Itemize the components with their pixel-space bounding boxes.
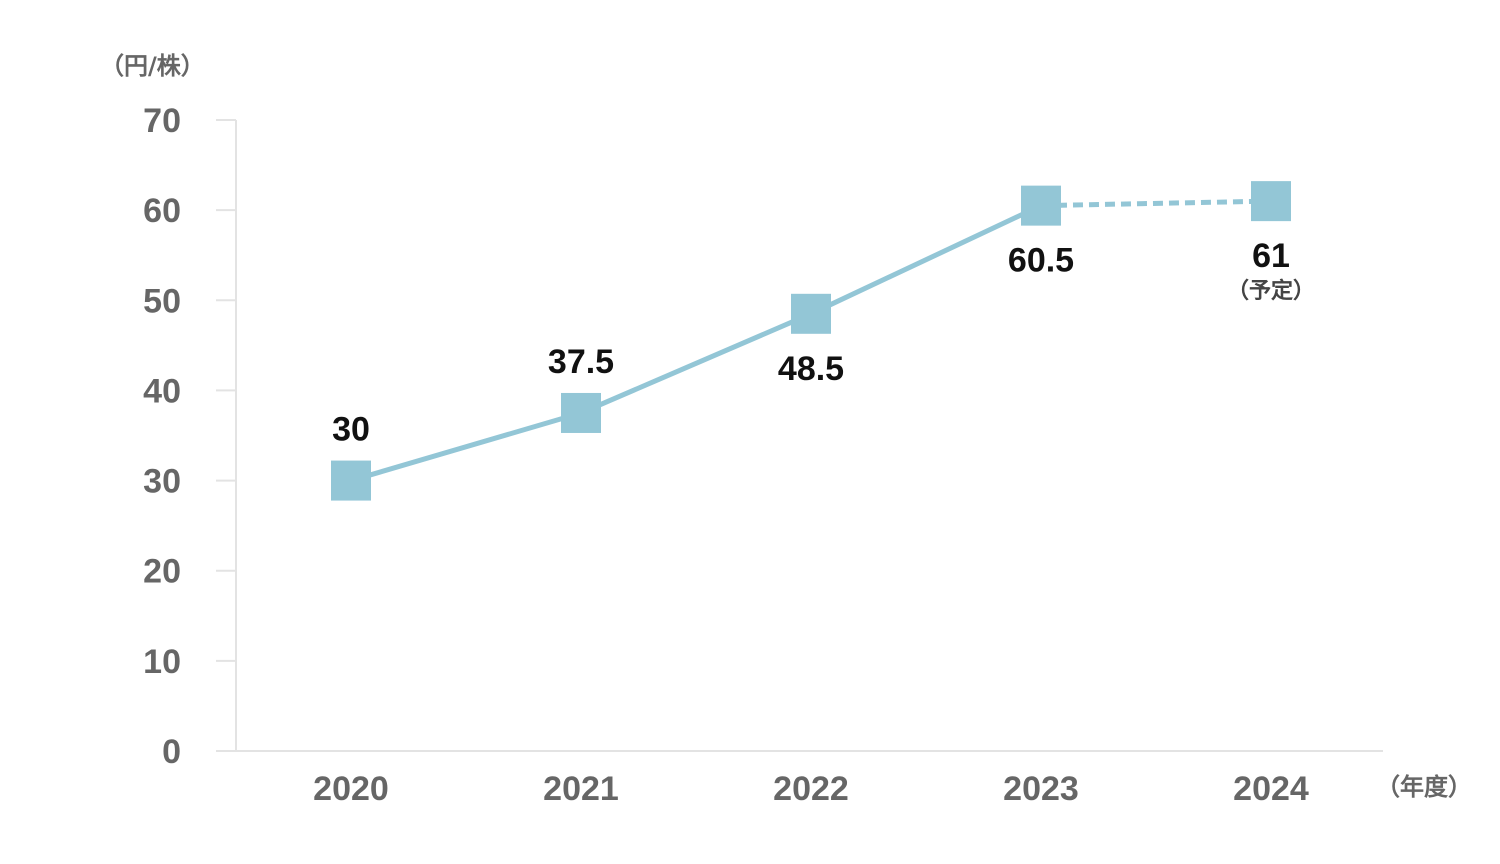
x-tick-label: 2024 — [1233, 770, 1309, 808]
axes — [235, 120, 1383, 752]
y-tick-label: 70 — [143, 102, 181, 140]
x-tick-label: 2022 — [773, 770, 849, 808]
series-line-actual — [350, 203, 1043, 483]
x-axis-unit: （年度） — [1376, 773, 1472, 801]
x-axis-ticks: 2020 2021 2022 2023 2024 — [313, 770, 1309, 808]
data-label: 60.5 — [1008, 242, 1074, 280]
series-markers — [331, 181, 1291, 501]
data-point-marker — [561, 392, 601, 433]
data-label: 30 — [332, 411, 370, 449]
planned-annotation: （予定） — [1227, 278, 1315, 304]
data-label: 48.5 — [778, 350, 844, 388]
x-tick-label: 2023 — [1003, 770, 1079, 808]
y-tick-label: 60 — [143, 192, 181, 230]
data-point-marker — [1251, 181, 1291, 222]
y-tick-label: 50 — [143, 282, 181, 320]
x-tick-label: 2020 — [313, 770, 389, 808]
series-line-projected — [1040, 198, 1272, 209]
series-lines — [350, 198, 1272, 483]
data-label: 61 — [1252, 237, 1290, 275]
y-tick-label: 0 — [162, 733, 181, 771]
data-labels: 30 37.5 48.5 60.5 61 （予定） — [332, 237, 1315, 448]
x-tick-label: 2021 — [543, 770, 619, 808]
data-point-marker — [791, 293, 831, 334]
y-tick-label: 10 — [143, 643, 181, 681]
y-axis-unit: （円/株） — [100, 52, 205, 80]
data-label: 37.5 — [548, 343, 614, 381]
y-tick-label: 40 — [143, 372, 181, 410]
y-tick-label: 20 — [143, 553, 181, 591]
data-point-marker — [1021, 185, 1061, 226]
y-axis-ticks: 0 10 20 30 40 50 60 70 — [143, 102, 236, 771]
y-tick-label: 30 — [143, 463, 181, 501]
data-point-marker — [331, 460, 371, 501]
